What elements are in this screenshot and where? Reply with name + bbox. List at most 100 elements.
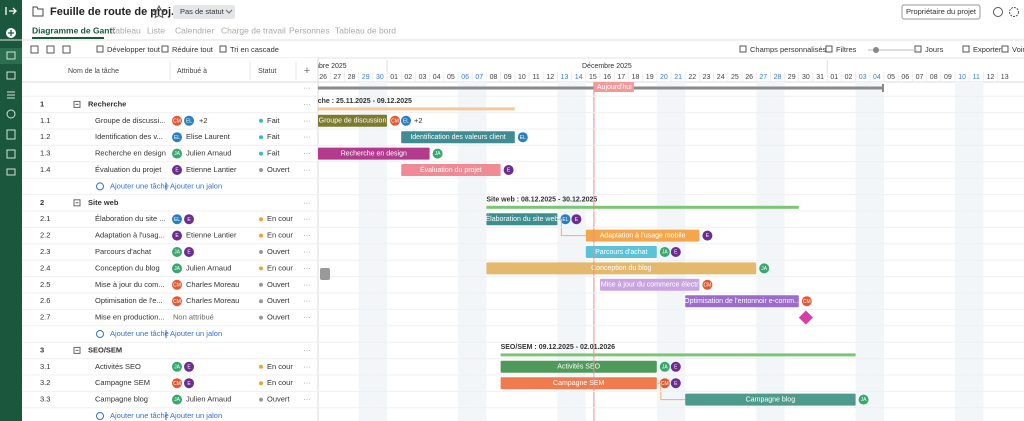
collapse-box[interactable] — [73, 199, 81, 207]
task-name[interactable]: Mise à jour du com... — [95, 280, 165, 289]
task-name[interactable]: Groupe de discussi... — [95, 116, 165, 125]
row-menu[interactable]: ··· — [303, 83, 311, 92]
row-menu[interactable]: ··· — [303, 362, 311, 371]
toolbar-button[interactable]: Jours — [925, 45, 944, 54]
task-bar[interactable] — [585, 229, 700, 242]
task-name[interactable]: Évaluation du projet — [95, 165, 162, 174]
collapse-box[interactable] — [73, 100, 81, 108]
task-bar[interactable] — [500, 377, 657, 390]
task-bar[interactable] — [401, 164, 501, 176]
group-summary: SEO/SEM : 09.12.2025 - 02.01.2026 — [501, 344, 616, 351]
tab[interactable]: Tableau de bord — [335, 25, 396, 35]
row-menu[interactable]: ··· — [303, 231, 311, 240]
task-number: 2.5 — [40, 280, 50, 289]
tab[interactable]: Diagramme de Gantt — [32, 25, 115, 35]
task-bar[interactable] — [318, 147, 430, 160]
row-menu[interactable]: ··· — [303, 116, 311, 125]
task-bar[interactable] — [685, 393, 856, 406]
task-name[interactable]: Conception du blog — [95, 263, 160, 272]
scroll-back[interactable] — [320, 268, 330, 280]
task-name[interactable]: Élaboration du site ... — [95, 214, 165, 223]
toolbar-button[interactable]: Développer tout — [107, 45, 161, 54]
toolbar-icon — [219, 45, 227, 53]
tab[interactable]: Liste — [147, 25, 165, 35]
add-milestone[interactable]: Ajouter un jalon — [170, 411, 222, 420]
avatar — [172, 394, 182, 405]
zoom-knob[interactable] — [873, 47, 879, 53]
task-name[interactable]: Adaptation à l'usag... — [95, 231, 165, 240]
day-label: 19 — [646, 74, 654, 81]
day-label: 06 — [901, 74, 909, 81]
toolbar-icon[interactable] — [62, 45, 71, 54]
status: Ouvert — [267, 296, 290, 305]
task-bar[interactable] — [600, 278, 700, 291]
collapse-icon[interactable] — [5, 7, 17, 15]
task-bar[interactable] — [486, 262, 757, 275]
task-name[interactable]: Activités SEO — [95, 362, 141, 371]
task-name[interactable]: Campagne blog — [95, 395, 148, 404]
row-menu[interactable]: ··· — [303, 378, 311, 387]
row-menu[interactable]: ··· — [303, 313, 311, 322]
task-name[interactable]: Parcours d'achat — [95, 247, 152, 256]
add-icon[interactable] — [96, 330, 104, 338]
row-menu[interactable]: ··· — [303, 149, 311, 158]
tab[interactable]: Personnes — [289, 25, 330, 35]
add-icon[interactable] — [96, 182, 104, 191]
row-menu[interactable]: ··· — [303, 296, 311, 305]
task-bar[interactable] — [318, 114, 387, 127]
toolbar-icon[interactable] — [30, 45, 39, 54]
status: Ouvert — [267, 313, 290, 322]
row-menu[interactable]: ··· — [303, 214, 311, 223]
add-milestone[interactable]: Ajouter un jalon — [170, 329, 222, 338]
day-label: 25 — [731, 74, 739, 81]
toolbar-icon[interactable] — [46, 45, 55, 54]
assignee-name: Etienne Lantier — [186, 165, 237, 174]
row-menu[interactable]: ··· — [303, 99, 311, 108]
row-menu[interactable]: ··· — [303, 132, 311, 141]
task-number: 1.3 — [40, 149, 50, 158]
status-dot — [259, 135, 263, 140]
settings-icon[interactable] — [1009, 7, 1019, 17]
toolbar-button[interactable]: Voir — [1012, 45, 1024, 54]
toolbar-button[interactable]: Champs personnalisés — [750, 45, 827, 54]
task-bar[interactable] — [500, 360, 657, 373]
owner-button[interactable] — [901, 4, 981, 20]
toolbar-button[interactable]: Filtres — [836, 45, 857, 54]
star[interactable] — [151, 4, 167, 19]
row-menu[interactable]: ··· — [303, 395, 311, 404]
row-menu[interactable]: ··· — [303, 263, 311, 272]
toolbar-button[interactable]: Tri en cascade — [230, 45, 279, 54]
row-menu[interactable]: ··· — [303, 247, 311, 256]
task-name[interactable]: Campagne SEM — [95, 378, 150, 387]
row-menu[interactable]: ··· — [303, 165, 311, 174]
row-menu[interactable]: ··· — [303, 280, 311, 289]
tab[interactable]: Charge de travail — [221, 25, 286, 35]
add-milestone[interactable]: Ajouter un jalon — [170, 181, 222, 190]
tab[interactable]: Calendrier — [175, 25, 214, 35]
task-bar[interactable] — [685, 295, 799, 308]
task-name[interactable]: Identification des v... — [95, 132, 163, 141]
milestone[interactable] — [798, 310, 813, 325]
collapse-box[interactable] — [73, 346, 81, 354]
task-name[interactable]: Recherche en design — [95, 149, 166, 158]
status-dropdown[interactable] — [173, 5, 235, 19]
add-task[interactable]: Ajouter une tâche — [110, 181, 169, 190]
task-bar[interactable] — [486, 213, 558, 226]
add-task[interactable]: Ajouter une tâche — [110, 411, 169, 420]
chat-icon[interactable] — [993, 7, 1003, 17]
day-label: 12 — [546, 74, 554, 81]
toolbar-button[interactable]: Réduire tout — [172, 45, 214, 54]
row-menu[interactable]: ··· — [303, 345, 311, 354]
task-bar[interactable] — [401, 131, 515, 144]
tab[interactable]: Tableau — [111, 25, 141, 35]
toolbar-button[interactable]: Exporter — [973, 45, 1002, 54]
task-name[interactable]: Mise en production... — [95, 313, 165, 322]
row-menu[interactable]: ··· — [303, 198, 311, 207]
add-icon[interactable] — [96, 412, 104, 420]
avatar — [172, 361, 182, 372]
add-task[interactable]: Ajouter une tâche — [110, 329, 169, 338]
task-bar[interactable] — [585, 246, 657, 258]
task-name[interactable]: Optimisation de l'e... — [95, 296, 163, 305]
task-bar-label: Optimisation de l'entonnoir e-comm... — [684, 298, 800, 305]
